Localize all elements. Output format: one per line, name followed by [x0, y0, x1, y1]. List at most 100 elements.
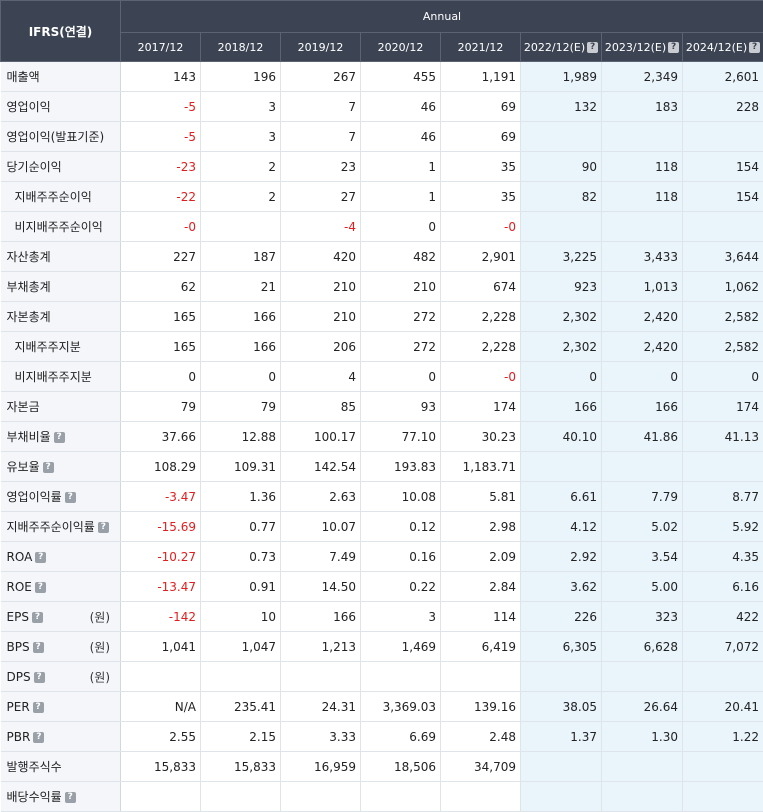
unit-label: (원)	[90, 668, 110, 685]
help-icon[interactable]: ?	[33, 732, 44, 743]
help-icon[interactable]: ?	[749, 42, 760, 53]
value-cell: 26.64	[602, 692, 683, 722]
value-cell: 0.91	[201, 572, 281, 602]
row-label-cell: 유보율?	[1, 452, 121, 482]
year-header-5: 2022/12(E)?	[521, 33, 602, 62]
value-cell	[683, 212, 763, 242]
value-cell: 1.22	[683, 722, 763, 752]
value-cell: 20.41	[683, 692, 763, 722]
value-cell	[683, 452, 763, 482]
help-icon[interactable]: ?	[587, 42, 598, 53]
value-cell: 1.30	[602, 722, 683, 752]
value-cell: 1,183.71	[441, 452, 521, 482]
value-cell: 27	[281, 182, 361, 212]
row-label-cell: 당기순이익	[1, 152, 121, 182]
help-icon[interactable]: ?	[65, 792, 76, 803]
value-cell: 7	[281, 122, 361, 152]
row-label: 영업이익	[7, 100, 51, 114]
row-label-cell: 자산총계	[1, 242, 121, 272]
value-cell: 38.05	[521, 692, 602, 722]
value-cell: 1.36	[201, 482, 281, 512]
value-cell: 235.41	[201, 692, 281, 722]
value-cell: 1,062	[683, 272, 763, 302]
row-label: 자본총계	[7, 310, 51, 324]
value-cell: 5.92	[683, 512, 763, 542]
value-cell: 323	[602, 602, 683, 632]
value-cell: 3.62	[521, 572, 602, 602]
value-cell: 3.33	[281, 722, 361, 752]
value-cell: 272	[361, 332, 441, 362]
help-icon[interactable]: ?	[35, 552, 46, 563]
value-cell: 2,349	[602, 62, 683, 92]
value-cell: 118	[602, 182, 683, 212]
table-row: DPS? (원)	[1, 662, 763, 692]
help-icon[interactable]: ?	[65, 492, 76, 503]
row-label-cell: 영업이익	[1, 92, 121, 122]
value-cell: 21	[201, 272, 281, 302]
value-cell	[201, 212, 281, 242]
row-label-cell: 비지배주주순이익	[1, 212, 121, 242]
help-icon[interactable]: ?	[33, 702, 44, 713]
row-label: 유보율	[7, 460, 40, 474]
row-label-cell: ROA?	[1, 542, 121, 572]
help-icon[interactable]: ?	[33, 642, 44, 653]
value-cell	[361, 782, 441, 812]
value-cell: 2.63	[281, 482, 361, 512]
year-label: 2017/12	[138, 41, 184, 54]
help-icon[interactable]: ?	[43, 462, 54, 473]
value-cell: 6.69	[361, 722, 441, 752]
value-cell: 3,225	[521, 242, 602, 272]
value-cell: 0.16	[361, 542, 441, 572]
value-cell: 2,420	[602, 302, 683, 332]
row-label: 자산총계	[7, 250, 51, 264]
value-cell: 79	[201, 392, 281, 422]
help-icon[interactable]: ?	[668, 42, 679, 53]
value-cell: 420	[281, 242, 361, 272]
value-cell	[521, 782, 602, 812]
value-cell: 3	[201, 122, 281, 152]
value-cell: 228	[683, 92, 763, 122]
value-cell	[602, 752, 683, 782]
value-cell: 109.31	[201, 452, 281, 482]
help-icon[interactable]: ?	[34, 672, 45, 683]
row-label-cell: 지배주주순이익률?	[1, 512, 121, 542]
unit-label: (원)	[90, 608, 110, 625]
value-cell: 2,228	[441, 302, 521, 332]
value-cell	[281, 662, 361, 692]
help-icon[interactable]: ?	[98, 522, 109, 533]
value-cell: 132	[521, 92, 602, 122]
value-cell: 210	[281, 272, 361, 302]
accounting-standard-label: IFRS(연결)	[1, 1, 121, 62]
value-cell: 2.84	[441, 572, 521, 602]
value-cell: 108.29	[121, 452, 201, 482]
value-cell: -0	[441, 362, 521, 392]
year-header-3: 2020/12	[361, 33, 441, 62]
year-label: 2020/12	[378, 41, 424, 54]
row-label: DPS	[7, 670, 31, 684]
value-cell: 166	[602, 392, 683, 422]
value-cell: 0.22	[361, 572, 441, 602]
value-cell: 7.49	[281, 542, 361, 572]
value-cell: 0	[121, 362, 201, 392]
year-label: 2024/12(E)	[686, 41, 747, 54]
value-cell: 3,644	[683, 242, 763, 272]
help-icon[interactable]: ?	[54, 432, 65, 443]
value-cell: 30.23	[441, 422, 521, 452]
row-label-cell: 배당수익률?	[1, 782, 121, 812]
row-label: PER	[7, 700, 30, 714]
help-icon[interactable]: ?	[32, 612, 43, 623]
value-cell: 7	[281, 92, 361, 122]
row-label-cell: ROE?	[1, 572, 121, 602]
help-icon[interactable]: ?	[35, 582, 46, 593]
value-cell	[121, 662, 201, 692]
value-cell	[602, 662, 683, 692]
value-cell: 46	[361, 92, 441, 122]
value-cell: 2,901	[441, 242, 521, 272]
value-cell: 187	[201, 242, 281, 272]
